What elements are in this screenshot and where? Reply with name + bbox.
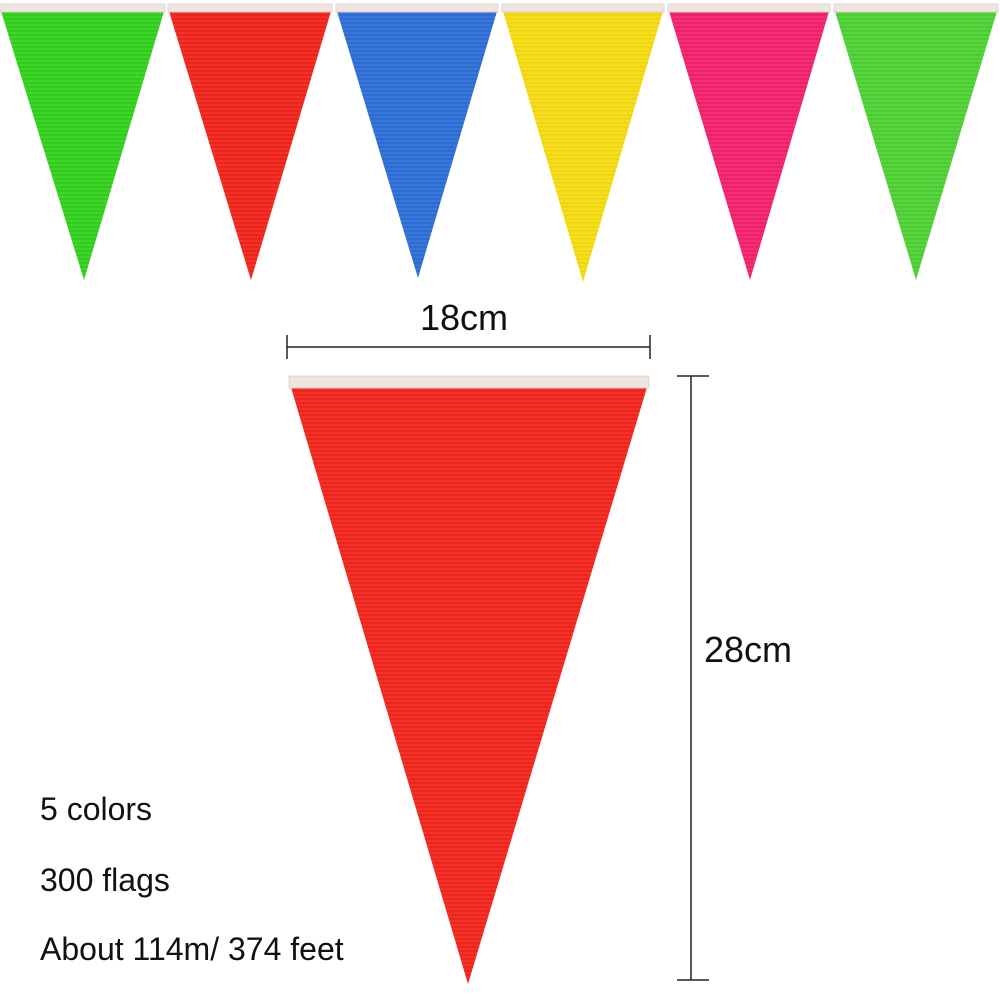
spec-length: About 114m/ 374 feet bbox=[40, 931, 344, 967]
flag-blue bbox=[335, 3, 499, 278]
spec-flags: 300 flags bbox=[40, 862, 170, 898]
width-label: 18cm bbox=[420, 297, 509, 338]
flag-yellow bbox=[501, 3, 665, 282]
width-dimension-line bbox=[286, 335, 651, 359]
height-label: 28cm bbox=[704, 629, 793, 670]
height-dimension-line bbox=[677, 375, 709, 981]
flag-row bbox=[0, 3, 999, 282]
flag-green-2 bbox=[833, 3, 999, 280]
spec-colors: 5 colors bbox=[40, 791, 153, 827]
detail-flag bbox=[288, 375, 650, 984]
flag-red bbox=[167, 3, 333, 280]
flag-pink bbox=[667, 3, 831, 280]
flag-green-1 bbox=[0, 3, 166, 280]
